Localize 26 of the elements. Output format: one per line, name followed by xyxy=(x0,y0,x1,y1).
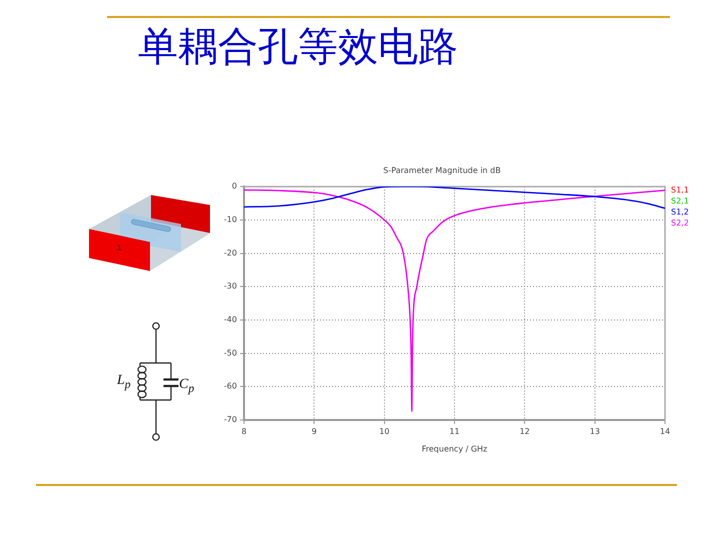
x-axis-title: Frequency / GHz xyxy=(422,444,488,454)
x-tick-label: 13 xyxy=(590,426,600,436)
x-tick-label: 9 xyxy=(312,426,317,436)
line-series xyxy=(244,189,665,412)
y-tick-label: -60 xyxy=(224,382,237,391)
legend-label: S1,1 xyxy=(671,186,689,195)
x-tick-label: 8 xyxy=(241,426,247,436)
series-label: S1,2 xyxy=(671,208,689,217)
y-tick-label: -50 xyxy=(224,348,237,358)
chart-title: 单耦合孔等效电路 xyxy=(138,23,458,72)
y-tick-label: -30 xyxy=(224,282,237,291)
y-tick-label: -20 xyxy=(224,248,237,258)
text: C$_{p}$ xyxy=(179,377,194,396)
y-tick-label: 0 xyxy=(232,182,237,191)
x-tick-label: 14 xyxy=(660,426,670,436)
y-tick-label: -70 xyxy=(224,415,237,424)
text: L$_{p}$ xyxy=(117,373,131,392)
x-tick-label: 11 xyxy=(449,426,460,436)
line-series xyxy=(244,186,665,209)
x-tick-label: 12 xyxy=(520,426,530,436)
legend-label: S2,1 xyxy=(671,196,689,206)
y-tick-label: -10 xyxy=(224,215,237,224)
chart-subtitle: S-Parameter Magnitude in dB xyxy=(383,166,501,175)
text: S2,2 xyxy=(671,218,689,228)
x-tick-label: 10 xyxy=(379,426,390,436)
y-tick-label: -40 xyxy=(224,315,237,324)
